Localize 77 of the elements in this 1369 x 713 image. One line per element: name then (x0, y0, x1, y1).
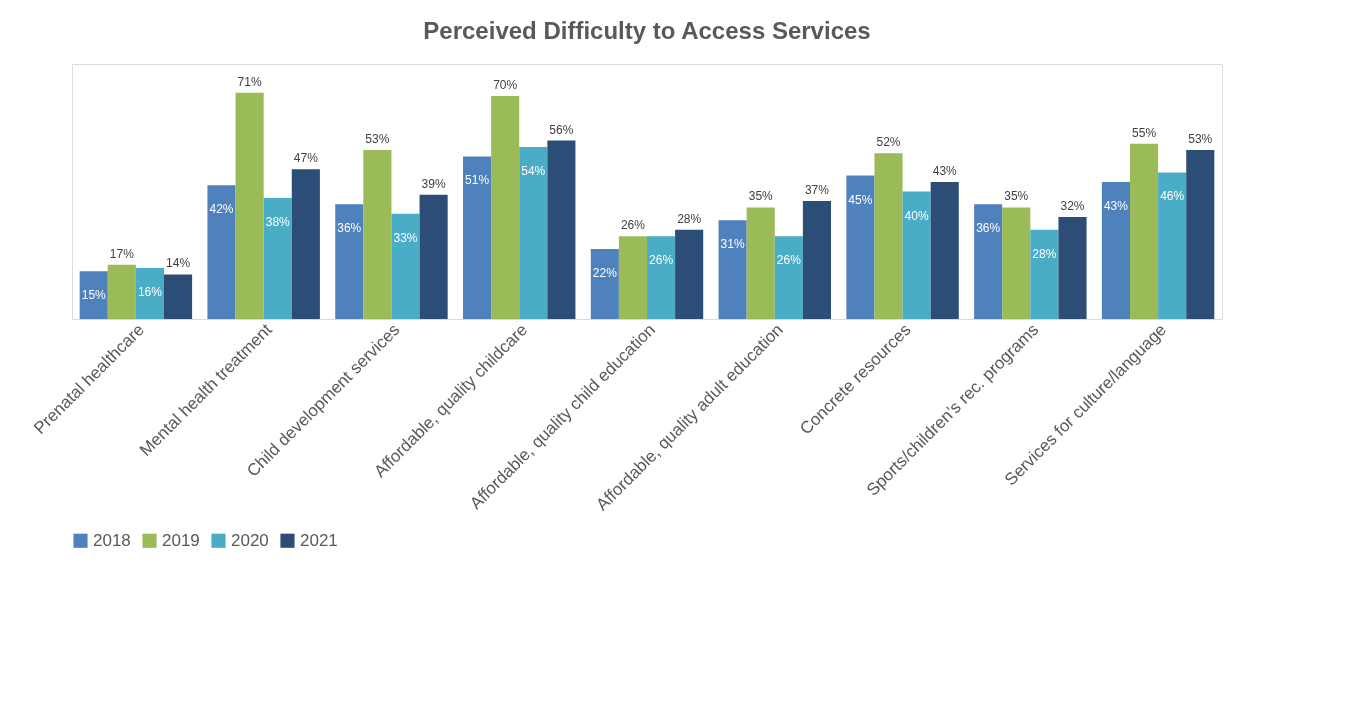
data-label: 16% (137, 285, 163, 299)
data-label: 35% (1004, 189, 1029, 204)
bar (235, 92, 264, 319)
data-label: 14% (166, 256, 191, 271)
bar (1030, 229, 1059, 319)
bar (135, 268, 164, 319)
data-label: 53% (365, 132, 390, 147)
bar (1101, 181, 1130, 319)
bar (1130, 143, 1159, 319)
data-label: 37% (804, 183, 830, 198)
bar (107, 264, 136, 319)
data-label: 22% (592, 265, 618, 280)
chart-title: Perceived Difficulty to Access Services (423, 17, 871, 44)
data-label: 42% (209, 202, 234, 217)
bar (164, 274, 193, 319)
data-label: 43% (932, 163, 958, 178)
legend-label: 2018 (93, 530, 131, 550)
bar (746, 207, 775, 319)
bar (590, 248, 619, 319)
data-label: 56% (549, 122, 574, 137)
bar (419, 194, 448, 319)
data-label: 26% (649, 253, 674, 268)
bar (363, 150, 392, 319)
bar (1058, 217, 1087, 319)
bar (930, 181, 959, 319)
legend-label: 2020 (231, 530, 269, 550)
data-label: 36% (976, 221, 1001, 236)
data-label: 26% (776, 253, 802, 268)
bar (291, 169, 320, 319)
data-label: 51% (465, 173, 490, 188)
bar (1002, 207, 1031, 319)
data-label: 39% (421, 176, 446, 191)
data-label: 36% (337, 221, 362, 236)
bar (491, 95, 520, 319)
bar (463, 156, 492, 319)
data-label: 53% (1188, 132, 1213, 147)
bar (79, 271, 108, 319)
bar (519, 146, 548, 319)
data-label: 32% (1060, 199, 1085, 213)
data-label: 35% (748, 189, 774, 204)
data-label: 54% (521, 163, 546, 178)
bar (1158, 172, 1187, 319)
bar (1186, 150, 1215, 319)
data-label: 33% (393, 230, 418, 245)
data-label: 43% (1103, 198, 1129, 213)
data-label: 28% (1032, 246, 1057, 261)
data-label: 55% (1132, 125, 1157, 140)
data-label: 70% (493, 77, 518, 92)
bar (802, 201, 831, 319)
bar (263, 197, 292, 319)
bar (647, 236, 676, 319)
data-label: 31% (720, 237, 745, 252)
bar (974, 204, 1003, 319)
data-label: 40% (904, 208, 929, 223)
legend-label: 2021 (300, 530, 338, 550)
bar (902, 191, 931, 319)
data-label: 45% (848, 192, 873, 207)
bar (718, 220, 747, 319)
bar (774, 236, 803, 319)
bar (846, 175, 875, 319)
bar (874, 153, 903, 319)
bar (547, 140, 576, 319)
data-label: 26% (620, 218, 646, 233)
data-label: 46% (1160, 189, 1185, 204)
data-label: 17% (109, 246, 135, 261)
data-label: 28% (677, 211, 702, 226)
bar (391, 213, 420, 319)
bar (335, 204, 364, 319)
data-label: 71% (237, 74, 262, 89)
data-label: 47% (293, 151, 319, 166)
bar (675, 229, 704, 319)
data-label: 52% (876, 135, 901, 150)
bar (207, 185, 236, 319)
data-label: 38% (265, 214, 291, 229)
bar (618, 236, 647, 319)
data-label: 15% (81, 288, 107, 303)
legend-label: 2019 (162, 530, 200, 550)
